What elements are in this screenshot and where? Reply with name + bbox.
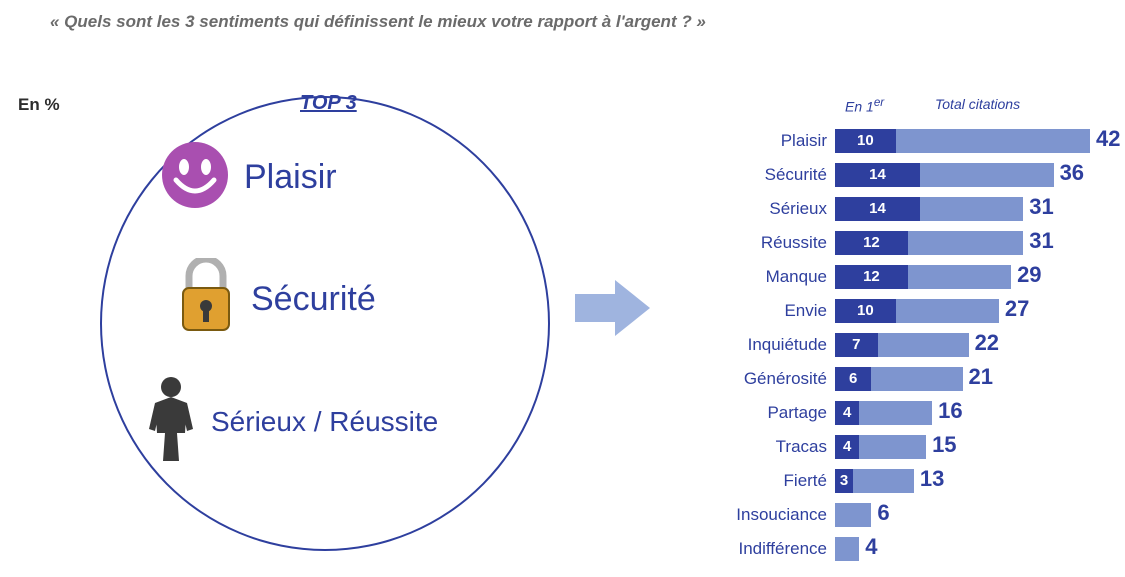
- chart-row: Fierté3 13: [670, 465, 1110, 497]
- arrow-icon: [575, 280, 650, 341]
- bar-total-value: 6: [877, 501, 889, 525]
- chart-row: Tracas4 15: [670, 431, 1110, 463]
- smiley-icon: [160, 140, 230, 215]
- chart-row-label: Insouciance: [670, 505, 835, 525]
- top3-item-label: Plaisir: [244, 158, 337, 197]
- chart-row-label: Générosité: [670, 369, 835, 389]
- bar-first-value: 10: [835, 129, 896, 153]
- chart-row-bars: 7 22: [835, 333, 1110, 357]
- chart-header-first: En 1er: [845, 96, 884, 115]
- bar-first-value: 14: [835, 163, 920, 187]
- chart-row-bars: 4: [835, 537, 1110, 561]
- bar-first-value: 4: [835, 401, 859, 425]
- chart-row-label: Tracas: [670, 437, 835, 457]
- chart-row: Indifférence 4: [670, 533, 1110, 565]
- person-icon: [145, 375, 197, 468]
- bar-total-value: 42: [1096, 127, 1120, 151]
- chart-row: Sérieux14 31: [670, 193, 1110, 225]
- bar-total: [835, 503, 871, 527]
- top3-item: Sécurité: [175, 258, 376, 341]
- chart-row-label: Fierté: [670, 471, 835, 491]
- chart-row-bars: 3 13: [835, 469, 1110, 493]
- top3-item-label: Sécurité: [251, 280, 376, 319]
- chart-row-bars: 6: [835, 503, 1110, 527]
- bar-total-value: 15: [932, 433, 956, 457]
- bar-first-value: 12: [835, 265, 908, 289]
- bar-first-value: 12: [835, 231, 908, 255]
- bar-total-value: 29: [1017, 263, 1041, 287]
- bar-total-value: 21: [969, 365, 993, 389]
- chart-row-label: Réussite: [670, 233, 835, 253]
- bar-total: [835, 537, 859, 561]
- chart-row-label: Partage: [670, 403, 835, 423]
- chart-row-label: Sécurité: [670, 165, 835, 185]
- bar-total-value: 36: [1060, 161, 1084, 185]
- bar-total-value: 4: [865, 535, 877, 559]
- chart-row-bars: 12 29: [835, 265, 1110, 289]
- bar-total-value: 31: [1029, 195, 1053, 219]
- chart-row: Plaisir1042: [670, 125, 1110, 157]
- top3-title: TOP 3: [300, 92, 357, 115]
- chart-row-bars: 14 36: [835, 163, 1110, 187]
- chart-header-total: Total citations: [935, 96, 1020, 112]
- chart-row-label: Inquiétude: [670, 335, 835, 355]
- bar-first-value: 4: [835, 435, 859, 459]
- chart-row-bars: 6 21: [835, 367, 1110, 391]
- bar-first-value: 10: [835, 299, 896, 323]
- chart-row-bars: 4 15: [835, 435, 1110, 459]
- top3-item: Plaisir: [160, 140, 337, 215]
- bar-total-value: 16: [938, 399, 962, 423]
- bar-first-value: 7: [835, 333, 878, 357]
- bar-total-value: 27: [1005, 297, 1029, 321]
- chart-row-label: Manque: [670, 267, 835, 287]
- chart-row: Insouciance 6: [670, 499, 1110, 531]
- bar-total-value: 31: [1029, 229, 1053, 253]
- chart-row: Réussite12 31: [670, 227, 1110, 259]
- chart-row-bars: 12 31: [835, 231, 1110, 255]
- bar-total-value: 22: [975, 331, 999, 355]
- chart-row-label: Envie: [670, 301, 835, 321]
- chart-row-bars: 14 31: [835, 197, 1110, 221]
- chart-row-label: Plaisir: [670, 131, 835, 151]
- bar-first-value: 6: [835, 367, 871, 391]
- bar-total-value: 13: [920, 467, 944, 491]
- chart-row-bars: 1042: [835, 129, 1110, 153]
- lock-icon: [175, 258, 237, 341]
- top3-item-label: Sérieux / Réussite: [211, 406, 438, 438]
- unit-label: En %: [18, 95, 60, 115]
- chart-row: Générosité6 21: [670, 363, 1110, 395]
- survey-question: « Quels sont les 3 sentiments qui défini…: [50, 12, 706, 32]
- chart-row: Sécurité14 36: [670, 159, 1110, 191]
- chart-row-label: Indifférence: [670, 539, 835, 559]
- chart-row-bars: 10 27: [835, 299, 1110, 323]
- chart-row: Inquiétude7 22: [670, 329, 1110, 361]
- chart-row: Partage4 16: [670, 397, 1110, 429]
- chart-row-bars: 4 16: [835, 401, 1110, 425]
- chart-row-label: Sérieux: [670, 199, 835, 219]
- chart-row: Envie10 27: [670, 295, 1110, 327]
- bar-first-value: 3: [835, 469, 853, 493]
- chart-row: Manque12 29: [670, 261, 1110, 293]
- top3-item: Sérieux / Réussite: [145, 375, 438, 468]
- bar-chart: Plaisir1042Sécurité1436Sérieux1431Réussi…: [670, 125, 1110, 567]
- bar-first-value: 14: [835, 197, 920, 221]
